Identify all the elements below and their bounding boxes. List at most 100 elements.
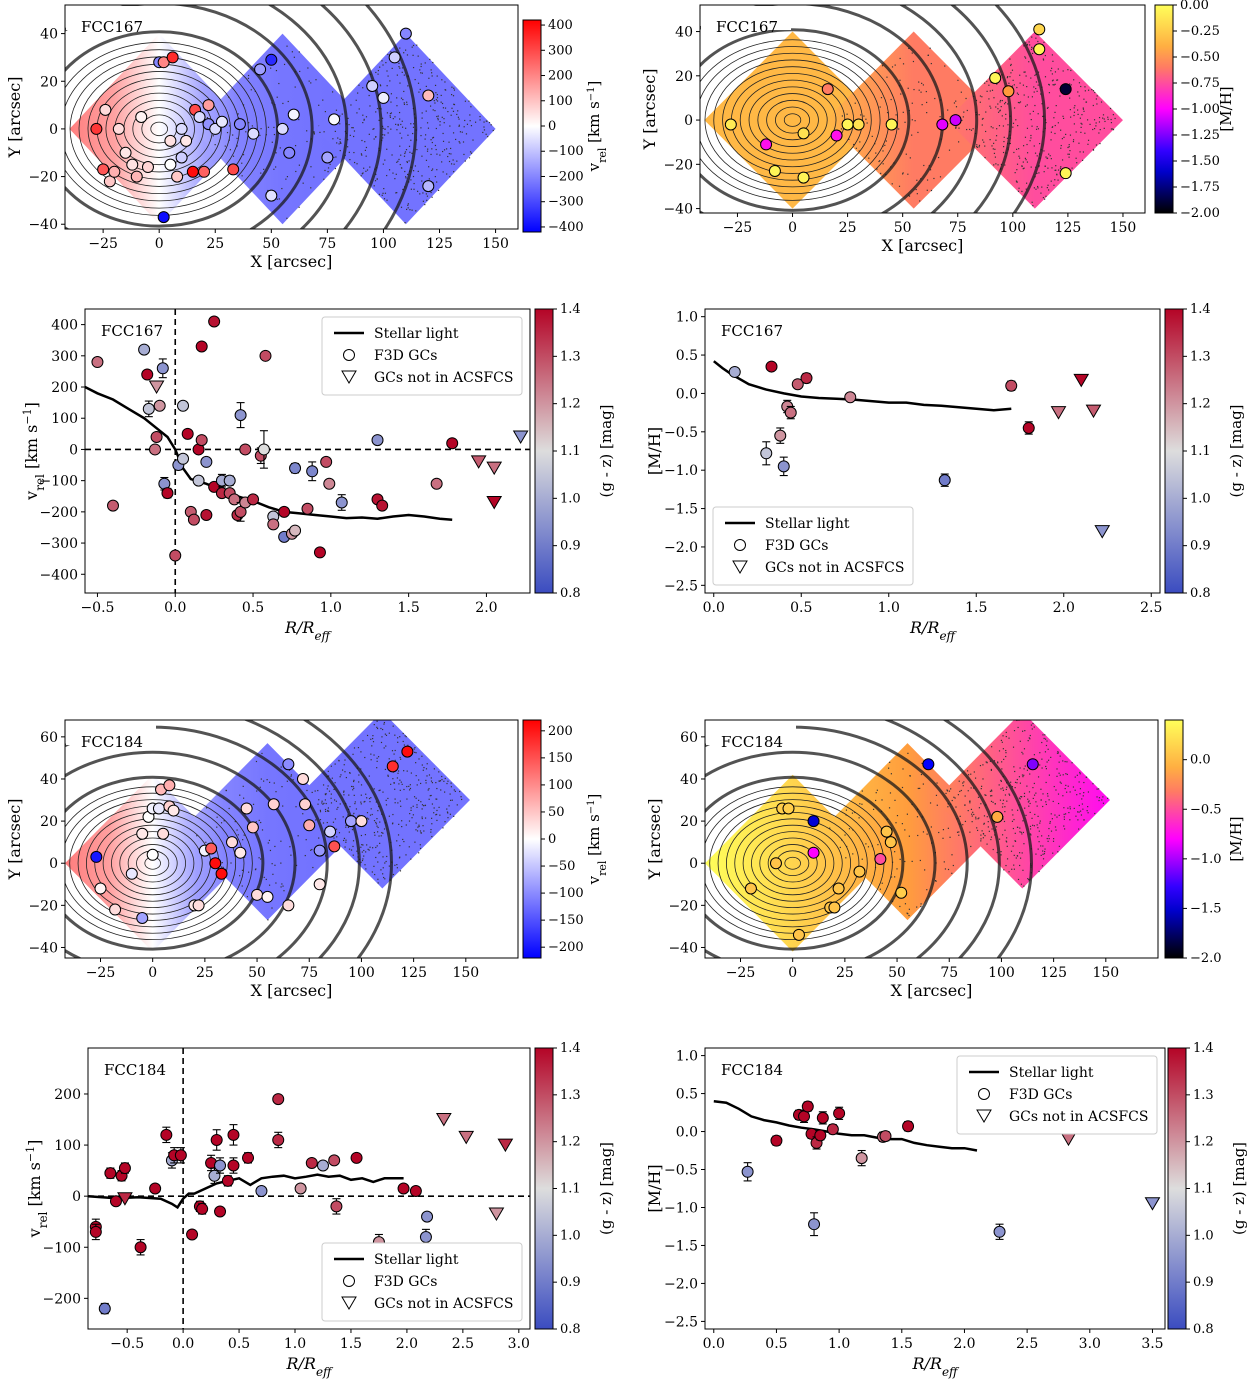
y-tick-label: −20 [663, 157, 693, 173]
gc-triangle [148, 380, 165, 395]
x-tick-label: 100 [348, 965, 375, 981]
gc-point [844, 391, 857, 404]
gc-point [841, 118, 854, 131]
colorbar-tick-label: 50 [548, 805, 565, 820]
gc-point [821, 83, 834, 96]
gc-point [215, 867, 228, 880]
legend-triangle-icon [976, 1109, 992, 1123]
gc-point [808, 1218, 821, 1231]
x-tick-label: 2.0 [953, 1336, 975, 1352]
gc-point [330, 1200, 343, 1213]
x-tick-label: 125 [400, 965, 427, 981]
y-tick-label: 1.0 [676, 1049, 698, 1065]
gc-point [371, 434, 384, 447]
gc-point [289, 462, 302, 475]
panel-label-bg [66, 6, 156, 30]
gc-point [108, 165, 121, 178]
ticks: 0.0 0.5 1.0 1.5 2.0 2.5 3.0 3.5 1.0 0.5 0.0 −0.5 −1.… [664, 1049, 1164, 1352]
y-tick-label: 0.5 [676, 1087, 698, 1103]
panel-label-bg [701, 6, 791, 30]
gc-point [247, 493, 260, 506]
colorbar-ticks: 0.00 −0.25 −0.50 −0.75 −1.00 −1.25 −1.50 −1.75 −… [1173, 0, 1220, 221]
gc-point [282, 758, 295, 771]
colorbar-label: vrel [km s−1] [585, 794, 609, 886]
gc-triangle [1094, 525, 1111, 539]
gc-point [272, 1093, 285, 1106]
colorbar-tick-label: 1.2 [1190, 397, 1211, 412]
gc-point [989, 72, 1002, 85]
gc-point [289, 524, 302, 537]
legend-triangle-icon [732, 560, 748, 574]
gc-point [294, 1182, 307, 1195]
gc-point [130, 170, 143, 183]
legend-entry: F3D GCs [374, 348, 437, 364]
gc-point [419, 1231, 432, 1244]
panel-fcc184_mmap: −25 0 25 50 75 100 125 150 −40 −20 0 20 40 60 X [arcse… [645, 719, 1245, 1000]
gc-point [227, 1128, 240, 1141]
x-tick-label: 1.0 [284, 1336, 306, 1352]
gc-point [401, 745, 414, 758]
gc-point [257, 443, 270, 456]
legend-circle-icon [343, 349, 355, 361]
gc-point [149, 1182, 162, 1195]
colorbar-tick-label: 1.3 [560, 349, 581, 364]
gc-point [335, 496, 348, 509]
gc-point [430, 477, 443, 490]
plot-area [713, 360, 1111, 539]
gc-point [267, 518, 280, 531]
gc-point [1033, 43, 1046, 56]
x-tick-label: 1.5 [340, 1336, 362, 1352]
y-tick-label: 0 [49, 122, 58, 138]
legend-triangle-icon [341, 370, 357, 384]
gc-point [89, 1225, 102, 1238]
gc-point [936, 118, 949, 131]
x-tick-label: 2.5 [1140, 600, 1162, 616]
y-tick-label: −2.5 [664, 1314, 698, 1330]
colorbar-ticks: 1.4 1.3 1.2 1.1 1.0 0.9 0.8 [553, 302, 581, 601]
gc-point [202, 99, 215, 112]
legend-box [956, 1055, 1158, 1135]
gc-point [214, 1159, 227, 1172]
gc-point [118, 1162, 131, 1175]
panel-label: FCC167 [716, 18, 778, 36]
gc-point [94, 882, 107, 895]
gc-point [807, 815, 820, 828]
panel-label: FCC184 [104, 1061, 166, 1079]
x-axis-label: X [arcsec] [251, 981, 333, 1000]
gc-point [107, 499, 120, 512]
y-axis-label: Y [arcsec] [5, 77, 24, 159]
panel-fcc167_mmap: −25 0 25 50 75 100 125 150 −40 −20 0 20 40 X [arcsec]… [640, 0, 1235, 255]
ticks: −25 0 25 50 75 100 125 150 −40 −20 0 20 40 [663, 25, 1136, 236]
gc-point [98, 1302, 111, 1315]
panel-label: FCC184 [81, 733, 143, 751]
colorbar [1164, 308, 1184, 594]
gc-point [205, 842, 218, 855]
x-tick-label: 25 [836, 965, 854, 981]
panel-label-bg [706, 721, 796, 745]
colorbar-tick-label: 1.4 [1190, 302, 1211, 317]
gc-point [768, 164, 781, 177]
legend-entry: F3D GCs [374, 1274, 437, 1290]
y-tick-label: 400 [51, 318, 78, 334]
gc-point [175, 122, 188, 135]
y-tick-label: 40 [40, 772, 58, 788]
colorbar-tick-label: −0.75 [1180, 76, 1220, 91]
gc-point [386, 760, 399, 773]
gc-point [240, 802, 253, 815]
colorbar-tick-label: 0 [548, 119, 556, 134]
map-tile [946, 31, 1123, 209]
gc-point [234, 846, 247, 859]
gc-point [350, 1151, 363, 1164]
x-tick-label: 100 [988, 965, 1015, 981]
legend: Stellar light F3D GCs GCs not in ACSFCS [321, 316, 523, 396]
colorbar [522, 19, 542, 233]
x-tick-label: −25 [723, 220, 753, 236]
axes-frame [704, 719, 1159, 959]
gc-point [195, 434, 208, 447]
gc-point [316, 1159, 329, 1172]
x-tick-label: 2.0 [396, 1336, 418, 1352]
gc-point [119, 146, 132, 159]
colorbar-tick-label: −1.0 [1190, 852, 1222, 867]
gc-triangle [470, 455, 487, 469]
x-tick-label: 3.0 [1079, 1336, 1101, 1352]
